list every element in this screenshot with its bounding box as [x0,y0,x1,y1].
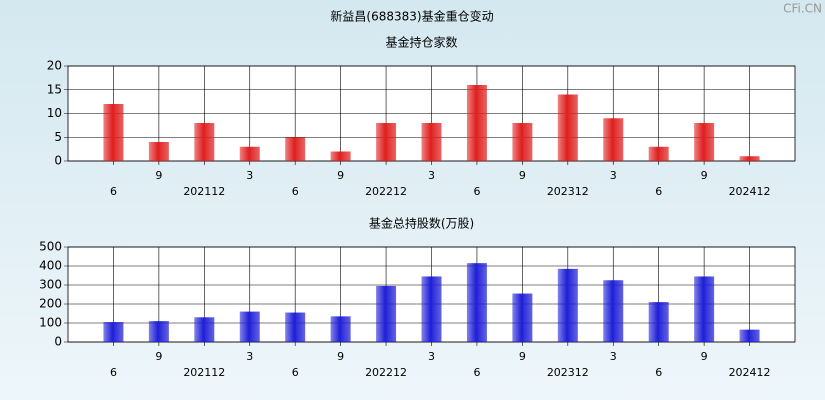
x-tick-label: 9 [519,169,526,182]
x-tick-label: 202412 [729,366,771,379]
x-tick-label: 6 [655,185,662,198]
x-tick-label: 9 [337,169,344,182]
x-tick-label: 6 [110,366,117,379]
x-tick-label: 3 [246,350,253,363]
y-tick-label: 10 [47,106,62,120]
bar [285,312,306,342]
x-tick-label: 6 [473,185,480,198]
x-tick-label: 202212 [365,185,407,198]
x-tick-label: 6 [292,366,299,379]
x-tick-label: 9 [155,350,162,363]
bar [330,316,351,342]
bar [603,118,624,161]
bar [739,156,760,161]
x-tick-label: 202312 [547,366,589,379]
bar [648,146,669,161]
bar [376,123,397,161]
y-tick-label: 20 [47,59,62,73]
bar [148,321,169,342]
bar [421,123,442,161]
x-tick-label: 202112 [183,185,225,198]
x-tick-label: 202312 [547,185,589,198]
watermark: CFi.CN [783,2,822,16]
x-tick-label: 3 [246,169,253,182]
y-tick-label: 500 [39,240,62,254]
bar [239,146,260,161]
bar [694,123,715,161]
bar [148,142,169,161]
chart-title: 基金总持股数(万股) [369,216,474,231]
bar [285,137,306,161]
bar [194,123,215,161]
y-tick-label: 0 [54,154,62,168]
y-tick-label: 400 [39,259,62,273]
y-tick-label: 5 [54,130,62,144]
x-tick-label: 202112 [183,366,225,379]
y-tick-label: 0 [54,335,62,349]
bar [103,322,124,342]
x-tick-label: 6 [473,366,480,379]
bar [557,268,578,342]
x-tick-label: 202412 [729,185,771,198]
bar [466,85,487,161]
x-tick-label: 6 [655,366,662,379]
x-tick-label: 9 [701,169,708,182]
bar [512,123,533,161]
bar [694,276,715,342]
y-tick-label: 200 [39,297,62,311]
bar [557,94,578,161]
x-tick-label: 3 [610,169,617,182]
bar [194,317,215,342]
x-tick-label: 9 [337,350,344,363]
y-tick-label: 100 [39,316,62,330]
x-tick-label: 3 [428,169,435,182]
x-tick-label: 6 [292,185,299,198]
bar [466,263,487,342]
bar [421,276,442,342]
x-tick-label: 9 [155,169,162,182]
x-tick-label: 6 [110,185,117,198]
bar [239,311,260,342]
page-title: 新益昌(688383)基金重仓变动 [330,9,493,24]
y-tick-label: 15 [47,82,62,96]
y-tick-label: 300 [39,278,62,292]
bar [512,293,533,342]
bar [648,302,669,342]
bar [103,104,124,161]
x-tick-label: 3 [610,350,617,363]
x-tick-label: 9 [701,350,708,363]
bar [376,285,397,342]
bar [603,280,624,342]
x-tick-label: 202212 [365,366,407,379]
x-tick-label: 3 [428,350,435,363]
chart-title: 基金持仓家数 [385,35,457,50]
bar [739,329,760,342]
x-tick-label: 9 [519,350,526,363]
bar [330,151,351,161]
